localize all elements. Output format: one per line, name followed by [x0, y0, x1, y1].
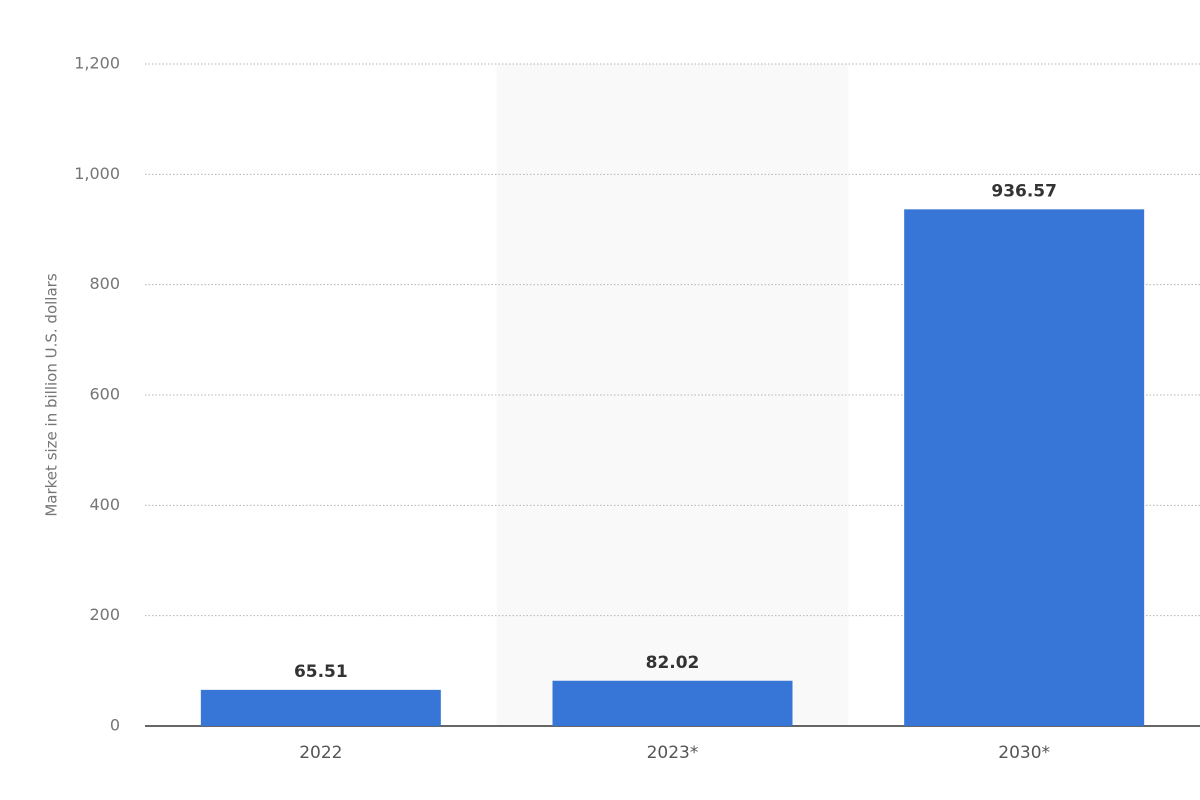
- y-tick-label: 800: [89, 274, 120, 293]
- value-label: 65.51: [294, 662, 348, 682]
- y-tick-label: 400: [89, 495, 120, 514]
- y-tick-label: 200: [89, 605, 120, 624]
- band-shade: [496, 64, 849, 726]
- bar: [200, 689, 441, 726]
- x-tick-label: 2023*: [647, 743, 699, 763]
- y-tick-label: 1,200: [74, 54, 120, 73]
- bar: [552, 680, 793, 726]
- x-tick-label: 2022: [299, 743, 342, 763]
- value-label: 82.02: [646, 653, 700, 673]
- y-tick-label: 1,000: [74, 164, 120, 183]
- x-tick-label: 2030*: [998, 743, 1050, 763]
- value-label: 936.57: [991, 181, 1057, 201]
- y-tick-label: 600: [89, 385, 120, 404]
- y-axis-title: Market size in billion U.S. dollars: [43, 273, 61, 516]
- bar: [904, 209, 1145, 726]
- y-tick-label: 0: [110, 716, 120, 735]
